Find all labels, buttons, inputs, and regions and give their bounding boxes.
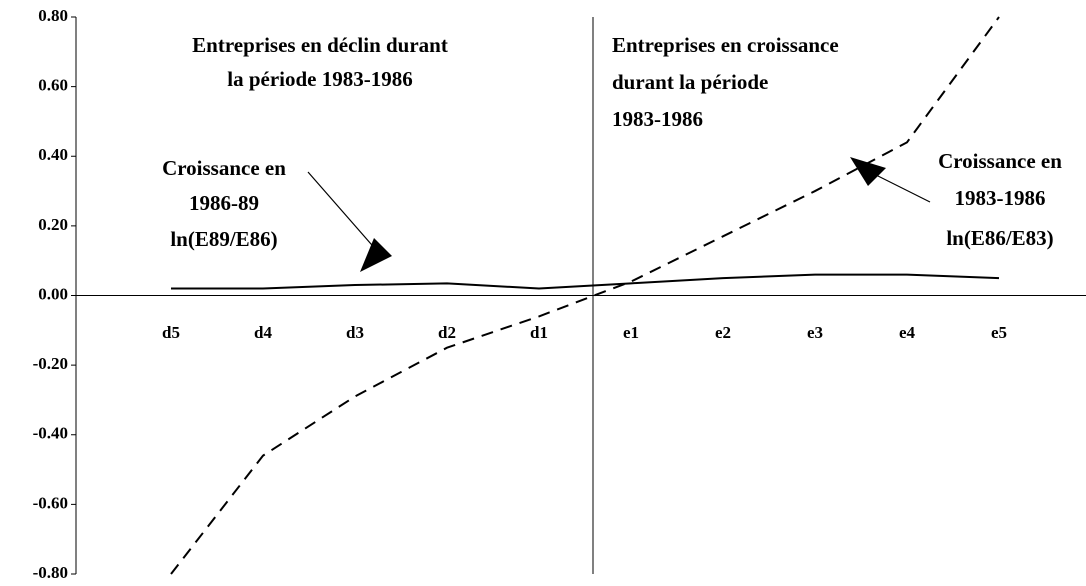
x-tick-label: e3 [807,323,823,342]
x-tick-label: d3 [346,323,364,342]
y-tick-label: -0.40 [33,424,68,443]
y-tick-label: 0.40 [38,145,68,164]
y-tick-label: -0.60 [33,493,68,512]
series-label: 1983-1986 [955,186,1046,210]
series-line [171,273,1000,290]
x-tick-label: d5 [162,323,180,342]
x-tick-label: d2 [438,323,456,342]
series-line [170,16,1000,575]
series-label: 1986-89 [189,191,259,215]
x-tick-label: e4 [899,323,916,342]
y-tick-label: -0.80 [33,563,68,582]
x-tick-label: d1 [530,323,548,342]
annotation: la période 1983-1986 [227,67,412,91]
arrow-head [850,157,886,186]
series-label: Croissance en [162,156,286,180]
x-tick-label: e5 [991,323,1007,342]
arrow-line [307,171,379,253]
annotation: Entreprises en déclin durant [192,33,448,57]
y-tick-label: 0.80 [38,6,68,25]
y-tick-label: 0.60 [38,76,68,95]
arrow-head [360,238,392,272]
x-tick-label: e2 [715,323,731,342]
arrow-line [873,173,931,203]
series-label: Croissance en [938,149,1062,173]
series-label: ln(E89/E86) [170,227,277,251]
series-label: ln(E86/E83) [946,226,1053,250]
y-tick-label: 0.00 [38,284,68,303]
y-tick-label: 0.20 [38,215,68,234]
annotation: durant la période [612,70,768,94]
y-tick-label: -0.20 [33,354,68,373]
annotation: Entreprises en croissance [612,33,839,57]
x-tick-label: e1 [623,323,639,342]
annotation: 1983-1986 [612,107,703,131]
x-tick-label: d4 [254,323,272,342]
